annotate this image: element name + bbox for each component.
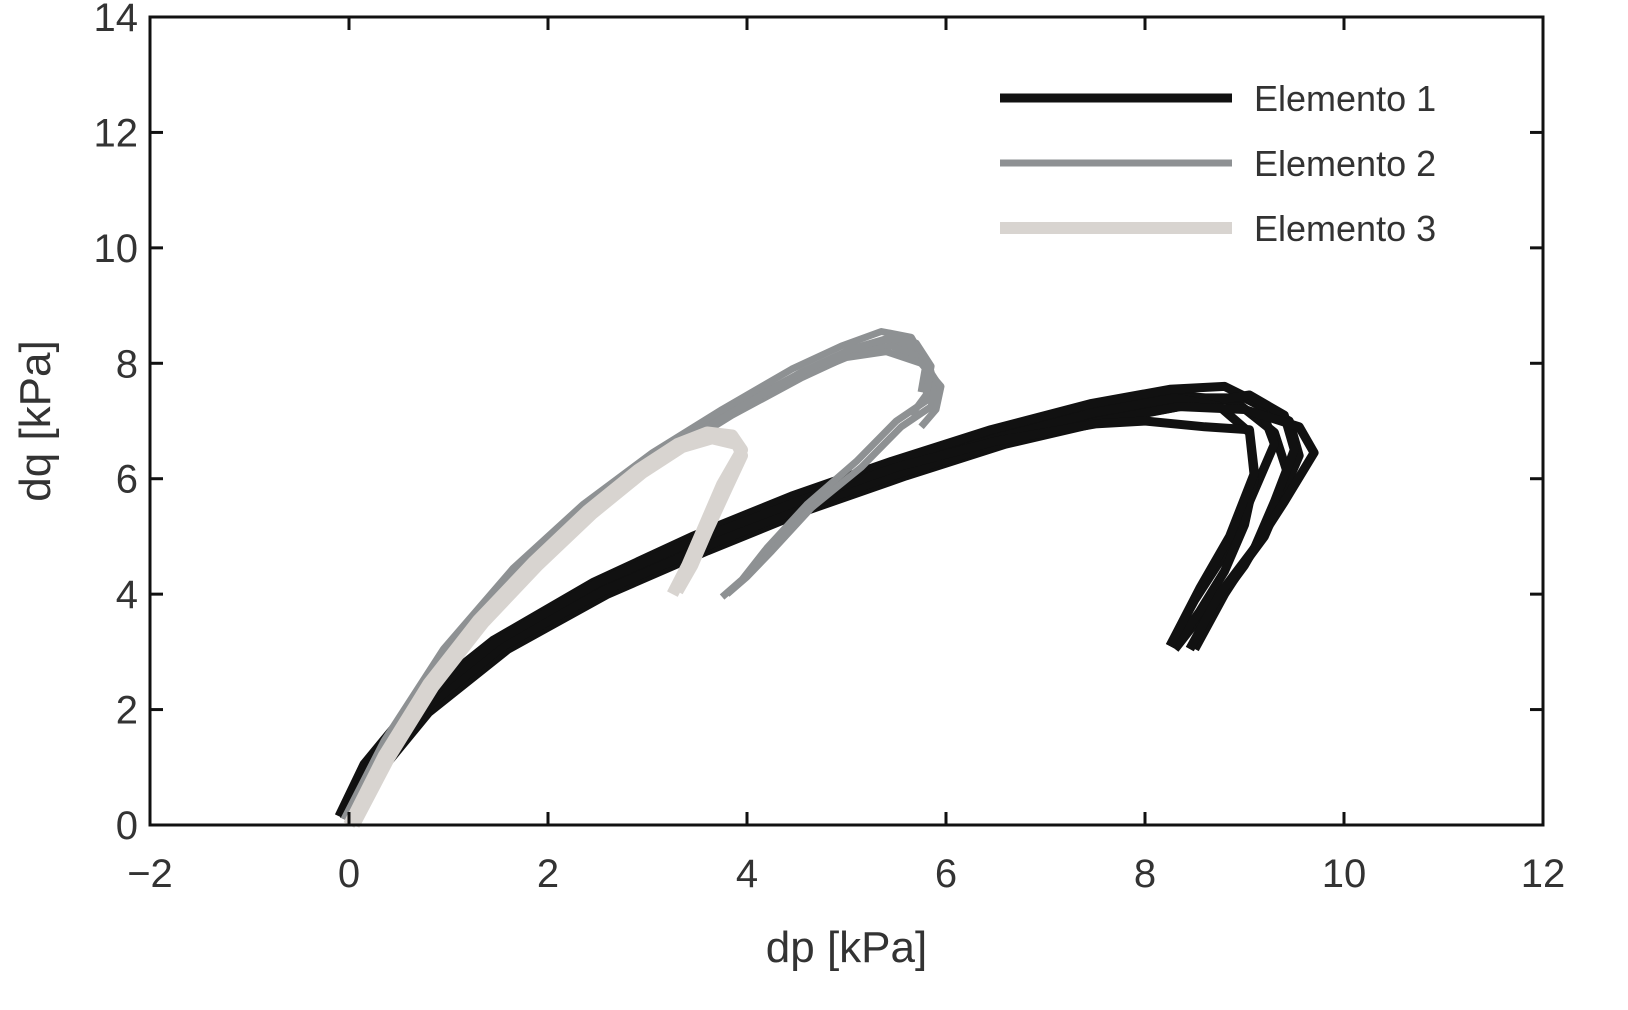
series-3-line-2	[348, 432, 748, 828]
series-1	[334, 381, 1319, 825]
series-2-line-3	[340, 328, 930, 821]
x-tick-label: 12	[1521, 852, 1566, 896]
plot-lines	[334, 328, 1319, 828]
series-1-line-3	[334, 381, 1279, 819]
x-tick-label: 10	[1322, 852, 1367, 896]
axis-ticks	[148, 15, 1545, 827]
x-tick-label: −2	[127, 852, 173, 896]
legend-label: Elemento 1	[1254, 78, 1436, 119]
y-tick-label: 4	[116, 573, 138, 617]
y-tick-label: 12	[94, 111, 139, 155]
x-axis-label: dp [kPa]	[766, 923, 927, 972]
y-tick-label: 14	[94, 0, 139, 40]
series-1-line-7	[339, 416, 1259, 819]
series-2-line-2	[350, 342, 940, 827]
x-tick-label: 0	[338, 852, 360, 896]
legend-item-2: Elemento 2	[1000, 143, 1436, 184]
y-tick-label: 8	[116, 342, 138, 386]
y-tick-label: 0	[116, 804, 138, 848]
legend-item-3: Elemento 3	[1000, 208, 1436, 249]
series-2-line-4	[345, 348, 945, 824]
x-tick-label: 8	[1134, 852, 1156, 896]
x-tick-label: 6	[935, 852, 957, 896]
x-tick-label: 2	[537, 852, 559, 896]
legend-item-1: Elemento 1	[1000, 78, 1436, 119]
y-tick-label: 6	[116, 458, 138, 502]
legend: Elemento 1 Elemento 2 Elemento 3	[1000, 78, 1436, 249]
legend-label: Elemento 2	[1254, 143, 1436, 184]
x-tick-label: 4	[736, 852, 758, 896]
y-tick-label: 2	[116, 689, 138, 733]
y-axis-label: dq [kPa]	[11, 340, 60, 501]
y-tick-label: 10	[94, 227, 139, 271]
series-3	[343, 426, 748, 828]
legend-label: Elemento 3	[1254, 208, 1436, 249]
plot-frame	[148, 15, 1545, 827]
